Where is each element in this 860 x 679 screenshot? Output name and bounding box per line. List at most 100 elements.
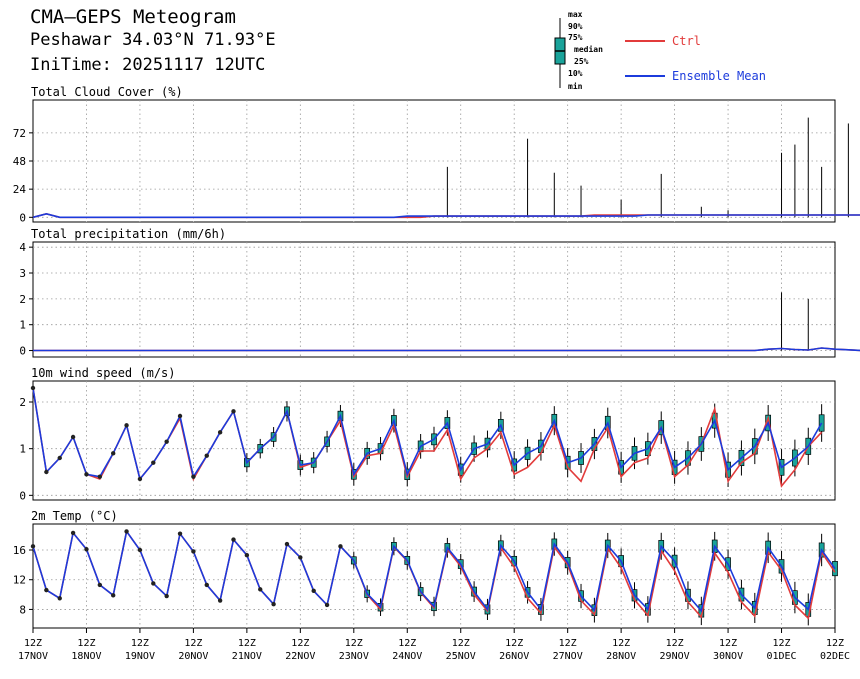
y-tick-label: 12	[13, 574, 26, 587]
x-tick-date: 25NOV	[446, 651, 476, 662]
mean-point	[191, 549, 196, 554]
chart-title: CMA—GEPS Meteogram	[30, 6, 236, 28]
init-time-label: IniTime: 20251117 12UTC	[30, 55, 266, 75]
x-tick-date: 30NOV	[713, 651, 743, 662]
mean-point	[271, 602, 276, 607]
panel-title: Total precipitation (mm/6h)	[31, 227, 226, 241]
x-tick-date: 21NOV	[232, 651, 262, 662]
y-tick-label: 0	[19, 211, 26, 224]
legend-box-label: min	[568, 81, 583, 91]
x-tick-hour: 12Z	[77, 638, 95, 649]
x-tick-hour: 12Z	[719, 638, 737, 649]
mean-point	[97, 474, 103, 479]
legend-box-label: median	[574, 44, 603, 54]
location-label: Peshawar 34.03°N 71.93°E	[30, 30, 276, 50]
mean-point	[137, 476, 143, 482]
x-tick-hour: 12Z	[612, 638, 630, 649]
x-tick-date: 24NOV	[392, 651, 422, 662]
mean-point	[298, 555, 303, 560]
x-tick-date: 28NOV	[606, 651, 636, 662]
x-tick-date: 19NOV	[125, 651, 155, 662]
ctrl-line	[32, 387, 823, 488]
mean-point	[44, 587, 49, 593]
mean-point	[217, 598, 223, 603]
x-tick-hour: 12Z	[505, 638, 523, 649]
mean-point	[70, 530, 76, 536]
y-tick-label: 0	[19, 489, 26, 502]
y-tick-label: 16	[13, 544, 26, 557]
x-tick-date: 01DEC	[766, 651, 796, 662]
mean-line	[32, 212, 860, 219]
x-tick-hour: 12Z	[559, 638, 577, 649]
x-tick-date: 23NOV	[339, 651, 369, 662]
x-tick-date: 18NOV	[71, 651, 101, 662]
mean-line	[33, 347, 860, 352]
mean-point	[84, 547, 89, 552]
mean-point	[30, 544, 36, 549]
mean-point	[137, 547, 143, 553]
legend-box-label: max	[568, 10, 583, 19]
x-tick-hour: 12Z	[131, 638, 149, 649]
x-tick-date: 20NOV	[178, 651, 208, 662]
x-tick-hour: 12Z	[24, 638, 42, 649]
panel-title: Total Cloud Cover (%)	[31, 85, 183, 99]
legend-mean-label: Ensemble Mean	[672, 69, 766, 83]
mean-point	[30, 385, 36, 391]
mean-point	[177, 413, 183, 419]
x-tick-date: 27NOV	[553, 651, 583, 662]
legend-ctrl-label: Ctrl	[672, 34, 701, 48]
y-tick-label: 2	[19, 396, 26, 409]
y-tick-label: 0	[19, 345, 26, 358]
panel-title: 2m Temp (°C)	[31, 509, 118, 523]
mean-point	[284, 541, 290, 547]
mean-point	[151, 460, 156, 465]
mean-point	[124, 529, 129, 534]
mean-point	[258, 587, 263, 592]
mean-point	[217, 430, 223, 435]
mean-point	[177, 531, 183, 536]
mean-point	[111, 451, 116, 456]
mean-point	[338, 544, 343, 549]
mean-point	[57, 455, 62, 461]
x-tick-hour: 12Z	[345, 638, 363, 649]
legend-box-label: 75%	[568, 33, 583, 42]
mean-point	[124, 423, 129, 428]
mean-point	[164, 593, 169, 599]
y-tick-label: 48	[13, 155, 26, 168]
mean-point	[97, 582, 103, 588]
mean-point	[70, 434, 76, 440]
y-tick-label: 2	[19, 293, 26, 306]
mean-point	[191, 474, 196, 479]
x-tick-date: 29NOV	[660, 651, 690, 662]
box-iqr	[818, 414, 825, 432]
mean-point	[204, 453, 209, 458]
y-tick-label: 24	[13, 183, 27, 196]
x-tick-date: 02DEC	[820, 651, 850, 662]
legend-box-label: 10%	[568, 69, 583, 78]
x-tick-hour: 12Z	[291, 638, 309, 649]
y-tick-label: 3	[19, 267, 26, 280]
x-tick-hour: 12Z	[398, 638, 416, 649]
y-tick-label: 8	[19, 603, 26, 616]
mean-point	[324, 602, 330, 608]
mean-point	[57, 596, 62, 601]
x-tick-date: 17NOV	[18, 651, 48, 662]
x-tick-date: 26NOV	[499, 651, 529, 662]
mean-point	[311, 588, 316, 594]
x-tick-hour: 12Z	[238, 638, 256, 649]
mean-point	[244, 553, 250, 558]
x-tick-hour: 12Z	[666, 638, 684, 649]
x-tick-hour: 12Z	[826, 638, 844, 649]
mean-point	[111, 593, 116, 598]
panel-title: 10m wind speed (m/s)	[31, 366, 176, 380]
y-tick-label: 1	[19, 443, 26, 456]
mean-point	[84, 472, 89, 477]
legend-box-label: 25%	[574, 57, 589, 66]
x-tick-hour: 12Z	[452, 638, 470, 649]
x-tick-date: 22NOV	[285, 651, 315, 662]
y-tick-label: 1	[19, 319, 26, 332]
mean-line	[32, 387, 823, 481]
legend-box-label: 90%	[568, 22, 583, 31]
y-tick-label: 72	[13, 127, 26, 140]
